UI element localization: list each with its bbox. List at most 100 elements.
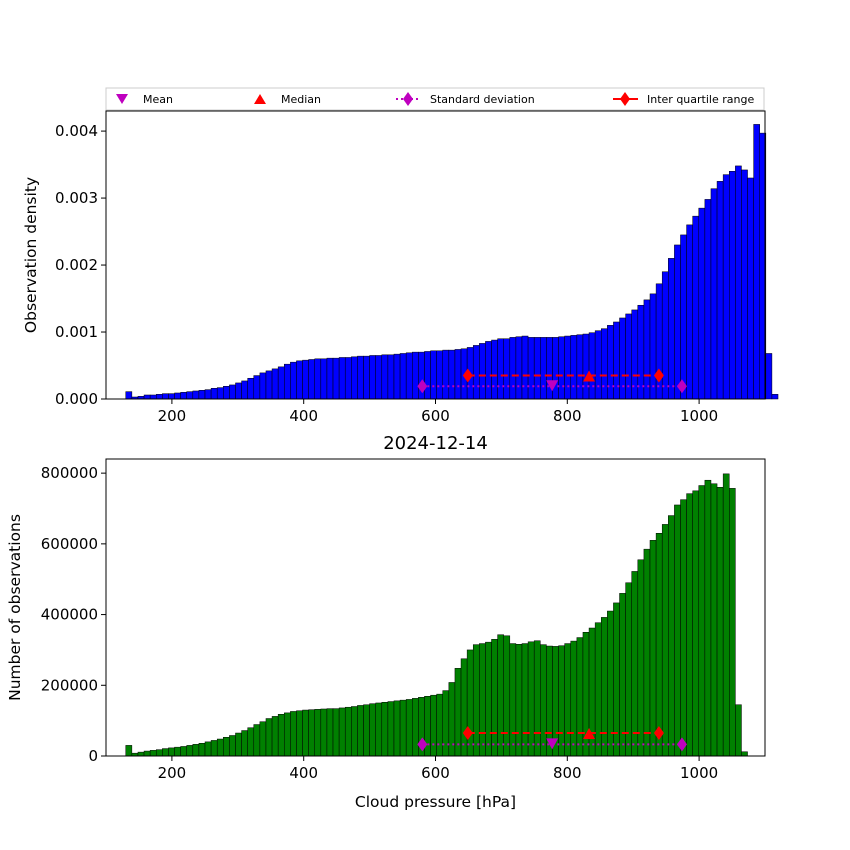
histogram-bar [369,355,376,400]
histogram-bar [613,321,620,400]
iqr-upper-diamond-marker [653,726,664,741]
histogram-bar [564,335,572,400]
histogram-bar [521,643,529,757]
histogram-bar [363,355,370,400]
std-lower-diamond-marker [417,737,428,752]
histogram-bar [668,515,675,757]
histogram-bar [625,582,632,757]
histogram-bar [223,737,230,757]
histogram-bar [296,710,303,757]
legend-label-iqr: Inter quartile range [647,93,754,106]
histogram-bar [204,741,212,757]
histogram-bar [332,357,340,400]
histogram-bar [192,390,200,400]
histogram-bar [375,702,383,757]
histogram-bar [302,359,309,400]
histogram-bar [369,703,376,757]
histogram-bar [381,702,389,757]
histogram-bar [485,341,492,400]
histogram-bar [241,380,248,400]
histogram-bar [753,124,760,400]
histogram-bar [338,707,346,757]
histogram-bar [735,165,742,400]
histogram-bar [509,643,517,757]
x-tick-label: 600 [421,764,450,782]
histogram-bar [686,224,693,400]
histogram-bar [296,360,303,400]
histogram-bar [643,548,651,757]
histogram-bar [265,718,273,757]
iqr-upper-diamond-marker [653,368,664,383]
diamond-icon [620,92,630,106]
histogram-bar [436,693,443,757]
x-tick-label: 1000 [680,764,718,782]
x-tick-label: 400 [289,764,318,782]
legend-item-std: Standard deviation [396,92,535,106]
histogram-bar [729,488,736,757]
count-y-axis-label: Number of observations [6,514,24,701]
histogram-bar [661,271,669,400]
histogram-bar [259,721,267,757]
histogram-bar [216,738,224,757]
y-tick-label: 0.004 [55,122,98,140]
histogram-bar [698,485,706,757]
mean-marker [546,380,559,392]
histogram-bar [503,635,511,757]
histogram-bar [600,328,608,400]
histogram-bar [387,701,395,757]
histogram-bar [472,345,480,400]
histogram-bar [704,479,712,757]
histogram-bar [771,394,779,400]
histogram-bar [198,390,206,400]
histogram-bar [607,610,614,757]
histogram-bar [210,740,218,757]
histogram-bar [765,353,773,400]
histogram-bar [143,394,151,400]
histogram-bar [149,750,157,757]
count-panel: 2024-12-14 200 400 600 800 1000 0 200000 40000… [6,433,766,811]
histogram-bar [716,181,724,400]
histogram-bar [198,743,206,757]
histogram-bar [540,337,547,400]
histogram-bar [277,714,285,757]
histogram-bar [399,699,407,757]
median-marker [583,370,596,382]
histogram-bar [156,394,163,400]
histogram-bar [637,559,645,757]
histogram-bar [509,337,517,400]
histogram-bar [223,386,230,400]
histogram-bar [716,487,724,757]
histogram-bar [540,644,547,757]
histogram-bar [491,639,498,757]
histogram-bar [576,637,584,757]
histogram-bar [533,337,541,400]
histogram-bar [637,304,645,400]
histogram-bar [338,357,346,400]
histogram-bar [680,499,687,757]
histogram-bar [326,708,334,757]
x-tick-label: 400 [289,407,318,425]
histogram-bar [649,293,657,400]
histogram-bar [162,393,169,400]
histogram-bar [125,391,133,400]
histogram-bar [460,658,468,757]
histogram-bar [430,350,437,400]
histogram-bar [503,338,511,400]
y-tick-label: 200000 [41,676,98,694]
histogram-bar [722,174,730,400]
std-lower-diamond-marker [417,379,428,394]
histogram-bar [284,363,291,400]
diamond-icon [403,92,413,106]
histogram-bar [320,708,328,757]
histogram-bar [741,169,748,400]
histogram-bar [722,473,730,757]
legend-label-median: Median [281,93,321,106]
histogram-bar [405,352,413,400]
histogram-bar [533,640,541,757]
count-stat-markers [417,726,687,752]
histogram-bar [491,339,498,400]
histogram-bar [680,234,687,400]
histogram-bar [229,384,236,400]
density-bars [125,124,779,400]
histogram-bar [235,382,242,400]
